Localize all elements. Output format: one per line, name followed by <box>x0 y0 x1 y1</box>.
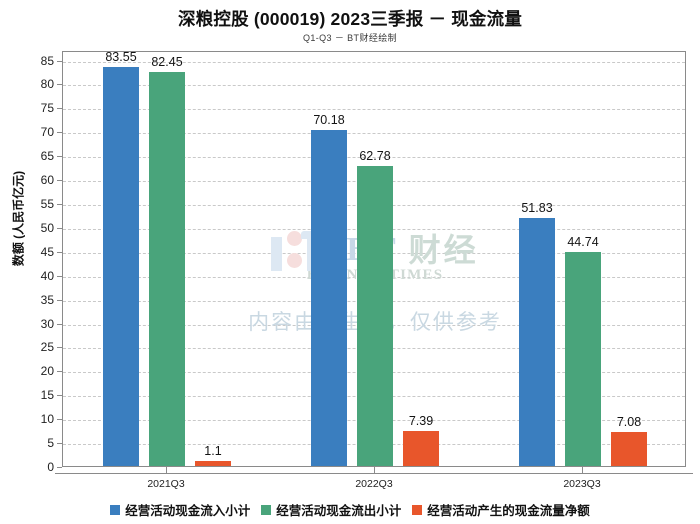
gridline <box>63 109 685 111</box>
y-tick-label: 15 <box>40 388 54 403</box>
y-tick-mark <box>57 156 62 158</box>
bar-value-label: 83.55 <box>105 51 137 64</box>
bar <box>195 460 231 466</box>
bar-series-layer: 83.55 82.45 1.1 70.18 62.78 7.39 51.83 44.74 7.0… <box>63 52 685 466</box>
plot-area: BT 财经 BUSINESSTIMES 内容由AI生成，仅供参考 83.5582… <box>62 51 686 467</box>
legend-label: 经营活动现金流出小计 <box>276 504 402 518</box>
y-tick-mark <box>57 299 62 301</box>
x-tick-mark <box>374 467 375 473</box>
bar <box>103 66 139 466</box>
legend-swatch-icon <box>412 504 423 515</box>
gridline <box>63 157 685 159</box>
legend-label: 经营活动现金流入小计 <box>125 504 251 518</box>
bar <box>311 130 347 466</box>
y-tick-label: 30 <box>40 316 54 331</box>
x-tick-mark <box>166 467 167 473</box>
y-tick-mark <box>57 204 62 205</box>
y-tick-label: 65 <box>40 149 54 164</box>
bar <box>519 218 555 466</box>
y-tick-label: 75 <box>40 101 54 116</box>
bar <box>611 432 647 466</box>
y-tick-label: 55 <box>40 197 54 211</box>
y-tick-mark <box>57 467 62 468</box>
y-tick-label: 80 <box>40 77 54 92</box>
y-tick-mark <box>57 395 62 397</box>
bar <box>403 430 439 466</box>
legend-item[interactable]: 经营活动现金流入小计 <box>110 500 250 519</box>
y-tick-mark <box>57 323 62 325</box>
y-tick-mark <box>57 132 62 134</box>
y-tick-label: 0 <box>47 460 54 474</box>
gridline <box>63 61 685 63</box>
bar-value-label: 62.78 <box>359 148 391 163</box>
gridline <box>63 133 685 135</box>
bar <box>565 252 601 466</box>
bar-value-label: 1.1 <box>204 443 222 458</box>
y-tick-mark <box>57 251 62 253</box>
legend-item[interactable]: 经营活动现金流出小计 <box>261 500 401 519</box>
y-tick-label: 50 <box>40 220 54 235</box>
y-tick-label: 70 <box>40 125 54 140</box>
x-tick-mark <box>582 467 583 473</box>
y-axis-title: 数额 (人民币亿元) <box>11 170 26 267</box>
y-tick-mark <box>57 275 62 277</box>
y-tick-mark <box>57 60 62 62</box>
bar <box>357 165 393 466</box>
bar-value-label: 44.74 <box>567 235 599 250</box>
y-tick-mark <box>57 84 62 86</box>
y-tick-mark <box>57 227 62 229</box>
y-tick-label: 45 <box>40 244 54 259</box>
chart-subtitle: Q1-Q3 － BT财经绘制 <box>302 33 398 43</box>
chart-legend: 经营活动现金流入小计 经营活动现金流出小计 经营活动产生的现金流量净额 <box>0 500 700 519</box>
bar <box>149 71 185 466</box>
y-tick-label: 25 <box>40 340 54 355</box>
gridline <box>63 85 685 87</box>
y-tick-mark <box>57 180 62 182</box>
y-tick-mark <box>57 443 62 445</box>
y-tick-label: 60 <box>40 173 54 188</box>
x-tick-label: 2023Q3 <box>563 478 601 490</box>
bar-value-label: 82.45 <box>151 54 183 69</box>
bar-value-label: 51.83 <box>521 201 553 216</box>
legend-item[interactable]: 经营活动产生的现金流量净额 <box>412 500 590 519</box>
bar-value-label: 70.18 <box>313 113 345 128</box>
y-tick-label: 85 <box>40 53 54 68</box>
y-tick-mark <box>57 108 62 110</box>
x-axis-line <box>55 473 693 474</box>
x-tick-label: 2021Q3 <box>147 478 185 490</box>
y-tick-mark <box>57 419 62 421</box>
y-tick-label: 10 <box>40 412 54 427</box>
y-tick-mark <box>57 347 62 349</box>
chart-title: 深粮控股 (000019) 2023三季报 － 现金流量 <box>177 9 523 29</box>
legend-swatch-icon <box>261 504 272 515</box>
y-tick-label: 20 <box>40 364 54 379</box>
bar-value-label: 7.08 <box>616 415 642 430</box>
y-tick-label: 40 <box>40 268 54 283</box>
bar-value-label: 7.39 <box>408 413 434 428</box>
legend-label: 经营活动产生的现金流量净额 <box>427 504 590 518</box>
x-tick-label: 2022Q3 <box>355 478 393 490</box>
y-tick-label: 5 <box>47 436 54 451</box>
legend-swatch-icon <box>110 504 121 515</box>
y-tick-mark <box>57 371 62 373</box>
y-tick-label: 35 <box>40 292 54 307</box>
